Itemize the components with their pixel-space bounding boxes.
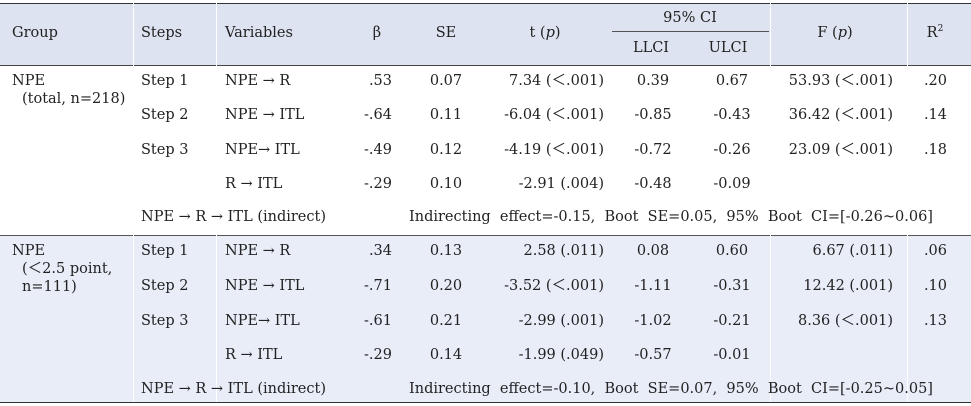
- group2-shading: [0, 236, 971, 402]
- beta-value: -.61: [364, 313, 392, 329]
- f-value: 12.42 (.001): [803, 278, 893, 294]
- group-detail: n=111): [22, 279, 77, 295]
- group-detail: (＜2.5 point,: [22, 261, 113, 277]
- beta-value: -.29: [364, 347, 392, 363]
- step-label: Step 2: [141, 107, 189, 123]
- step-label: Step 1: [141, 243, 189, 259]
- header-r2: R2: [926, 24, 944, 41]
- header-group: Group: [12, 25, 58, 41]
- t-value: -2.91 (.004): [518, 176, 604, 192]
- t-value: -6.04 (＜.001): [504, 107, 604, 123]
- r2-value: .06: [923, 243, 947, 259]
- indirect-effect: Indirecting effect=-0.15, Boot SE=0.05, …: [409, 209, 933, 225]
- se-value: 0.14: [429, 347, 463, 363]
- r2-value: .18: [923, 142, 947, 158]
- step-label: Step 2: [141, 278, 189, 294]
- se-value: 0.20: [429, 278, 463, 294]
- header-llci: LLCI: [632, 40, 670, 56]
- llci-value: -1.02: [634, 313, 672, 329]
- f-value: 36.42 (＜.001): [788, 107, 893, 123]
- llci-value: -0.57: [634, 347, 672, 363]
- beta-value: -.64: [364, 107, 392, 123]
- ulci-value: -0.01: [713, 347, 751, 363]
- group-name: NPE: [12, 73, 46, 89]
- llci-value: -0.72: [634, 142, 672, 158]
- t-value: 2.58 (.011): [523, 243, 605, 259]
- column-divider: [133, 3, 134, 402]
- ulci-value: -0.31: [713, 278, 751, 294]
- se-value: 0.11: [429, 107, 463, 123]
- beta-value: .34: [368, 243, 392, 259]
- step-label: Step 3: [141, 142, 189, 158]
- variable-path: NPE → R: [225, 73, 291, 89]
- variable-path: NPE → R: [225, 243, 291, 259]
- se-value: 0.10: [429, 176, 463, 192]
- indirect-label: NPE → R → ITL (indirect): [141, 209, 326, 225]
- variable-path: NPE → ITL: [225, 107, 305, 123]
- t-value: 7.34 (＜.001): [509, 73, 604, 89]
- se-value: 0.13: [429, 243, 463, 259]
- table-header-background: [0, 3, 971, 66]
- variable-path: NPE → ITL: [225, 278, 305, 294]
- group-name: NPE: [12, 243, 46, 259]
- step-label: Step 1: [141, 73, 189, 89]
- llci-value: -0.85: [634, 107, 672, 123]
- indirect-label: NPE → R → ITL (indirect): [141, 381, 326, 397]
- column-divider: [216, 3, 217, 402]
- group-detail: (total, n=218): [22, 91, 126, 107]
- f-value: 8.36 (＜.001): [798, 313, 893, 329]
- r2-value: .10: [923, 278, 947, 294]
- ulci-value: -0.26: [713, 142, 751, 158]
- se-value: 0.07: [429, 73, 463, 89]
- group-separator: [0, 235, 971, 236]
- beta-value: -.29: [364, 176, 392, 192]
- ulci-value: -0.21: [713, 313, 751, 329]
- llci-value: -0.48: [634, 176, 672, 192]
- ulci-value: 0.60: [715, 243, 749, 259]
- column-divider: [770, 3, 771, 402]
- variable-path: R → ITL: [225, 347, 283, 363]
- step-label: Step 3: [141, 313, 189, 329]
- f-value: 23.09 (＜.001): [788, 142, 893, 158]
- variable-path: NPE→ ITL: [225, 142, 300, 158]
- ulci-value: 0.67: [715, 73, 749, 89]
- column-divider: [907, 3, 908, 402]
- indirect-effect: Indirecting effect=-0.10, Boot SE=0.07, …: [409, 381, 933, 397]
- variable-path: R → ITL: [225, 176, 283, 192]
- llci-value: -1.11: [634, 278, 672, 294]
- t-value: -3.52 (＜.001): [504, 278, 604, 294]
- header-t: t (p): [529, 25, 561, 41]
- llci-value: 0.08: [636, 243, 670, 259]
- header-ulci: ULCI: [708, 40, 748, 56]
- se-value: 0.12: [429, 142, 463, 158]
- variable-path: NPE→ ITL: [225, 313, 300, 329]
- se-value: 0.21: [429, 313, 463, 329]
- t-value: -4.19 (＜.001): [504, 142, 604, 158]
- f-value: 53.93 (＜.001): [788, 73, 893, 89]
- table-bottom-rule: [0, 402, 971, 403]
- t-value: -2.99 (.001): [518, 313, 604, 329]
- f-value: 6.67 (.011): [812, 243, 894, 259]
- beta-value: -.49: [364, 142, 392, 158]
- header-ci: 95% CI: [663, 10, 717, 26]
- header-steps: Steps: [141, 25, 183, 41]
- t-value: -1.99 (.049): [518, 347, 604, 363]
- r2-value: .13: [923, 313, 947, 329]
- header-variables: Variables: [225, 25, 293, 41]
- header-se: SE: [435, 25, 457, 41]
- header-f: F (p): [817, 25, 853, 41]
- ulci-value: -0.09: [713, 176, 751, 192]
- llci-value: 0.39: [636, 73, 670, 89]
- header-beta: β: [372, 25, 382, 41]
- r2-value: .20: [923, 73, 947, 89]
- r2-value: .14: [923, 107, 947, 123]
- beta-value: .53: [368, 73, 392, 89]
- ulci-value: -0.43: [713, 107, 751, 123]
- beta-value: -.71: [364, 278, 392, 294]
- ci-subheader-rule: [612, 31, 769, 32]
